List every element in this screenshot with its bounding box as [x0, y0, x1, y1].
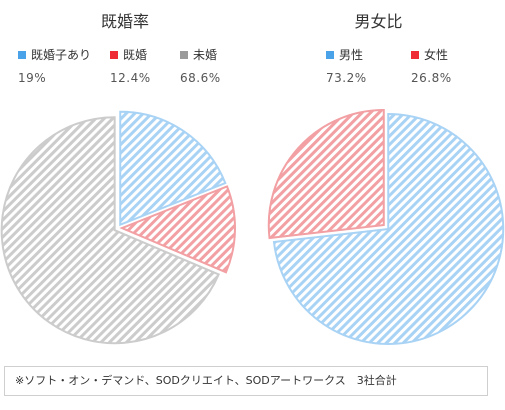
marriage-rate-slice-0: [119, 110, 227, 227]
legend-value: 19%: [18, 71, 47, 85]
legend-label: 男性: [339, 48, 364, 62]
marriage-rate-pie: [0, 110, 236, 345]
legend-swatch: [18, 50, 26, 59]
gender-ratio-slice-0: [272, 112, 505, 345]
legend-value: 68.6%: [180, 71, 221, 85]
legend-swatch: [110, 50, 118, 59]
legend-swatch: [180, 50, 188, 59]
legend-label: 女性: [424, 48, 449, 62]
legend-item-female: 女性 26.8%: [411, 46, 452, 85]
legend-value: 12.4%: [110, 71, 151, 85]
legend-item-male: 男性 73.2%: [326, 46, 367, 85]
legend-swatch: [326, 50, 334, 59]
legend-label: 既婚: [123, 48, 148, 62]
gender-ratio-panel: 男女比 男性 73.2% 女性 26.8%: [252, 0, 505, 360]
marriage-rate-panel: 既婚率 既婚子あり 19% 既婚 12.4% 未婚 68.6%: [0, 0, 250, 360]
gender-ratio-slice-1: [267, 109, 385, 240]
marriage-rate-slice-2: [0, 116, 220, 345]
legend-swatch: [411, 50, 419, 59]
marriage-rate-title: 既婚率: [100, 12, 149, 31]
legend-item-married: 既婚 12.4%: [110, 46, 151, 85]
gender-ratio-pie: [267, 109, 505, 345]
legend-value: 26.8%: [411, 71, 452, 85]
legend-label: 未婚: [193, 48, 218, 62]
legend-item-unmarried: 未婚 68.6%: [180, 46, 221, 85]
gender-ratio-legend: 男性 73.2% 女性 26.8%: [266, 46, 505, 86]
legend-value: 73.2%: [326, 71, 367, 85]
legend-item-married-with-children: 既婚子あり 19%: [18, 46, 91, 85]
marriage-rate-legend: 既婚子あり 19% 既婚 12.4% 未婚 68.6%: [14, 46, 250, 86]
legend-label: 既婚子あり: [31, 48, 92, 62]
footnote: ※ソフト・オン・デマンド、SODクリエイト、SODアートワークス 3社合計: [4, 366, 488, 396]
marriage-rate-slice-1: [119, 185, 236, 274]
gender-ratio-title: 男女比: [354, 12, 403, 31]
